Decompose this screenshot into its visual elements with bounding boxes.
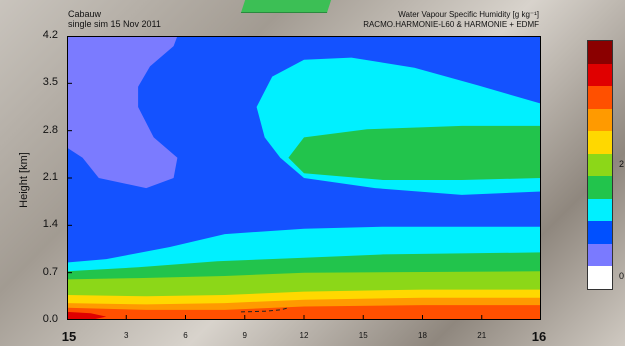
colorbar-tick-label: 2 [619,158,625,169]
y-tick-label: 3.5 [42,76,58,89]
y-tick-label: 0.7 [42,265,58,278]
humidity-contour-region-10 [67,311,107,320]
x-tick-label: 9 [242,331,247,340]
colorbar-swatch [588,198,612,221]
colorbar-swatch [588,131,612,154]
x-tick-label: 3 [124,331,129,340]
colorbar [587,40,613,290]
green-tab-decoration [240,0,332,13]
colorbar-swatch [588,63,612,86]
colorbar-swatch [588,108,612,131]
x-tick-label: 15 [61,329,77,344]
colorbar-swatch [588,86,612,109]
y-tick-label: 2.8 [42,123,58,136]
experiment-label: single sim 15 Nov 2011 [68,19,161,29]
colorbar-swatch [588,243,612,266]
y-tick-label: 1.4 [42,218,58,231]
site-name: Cabauw [68,9,102,19]
chart-title: Water Vapour Specific Humidity [g kg⁻¹] … [363,10,539,30]
colorbar-swatch [588,41,612,64]
chart-title-line2: RACMO.HARMONIE-L60 & HARMONIE + EDMF [363,20,539,29]
humidity-contour-region-1 [67,36,178,189]
site-label: Cabauw single sim 15 Nov 2011 [68,9,161,29]
colorbar-swatch [588,176,612,199]
x-tick-label: 6 [183,331,188,340]
chart-title-line1: Water Vapour Specific Humidity [g kg⁻¹] [398,10,539,19]
colorbar-swatch [588,153,612,176]
x-tick-label: 16 [531,329,547,344]
heatmap-plot [67,36,541,320]
x-tick-label: 18 [418,331,427,340]
y-tick-label: 4.2 [42,29,58,41]
dashed-contour-line [240,307,289,313]
humidity-contour-region-4 [288,125,541,180]
x-tick-label: 15 [358,331,368,340]
y-tick-label: 2.1 [42,171,58,183]
colorbar-tick-label: 0 [619,271,625,281]
colorbar-swatch [588,266,612,289]
colorbar-swatch [588,221,612,244]
y-tick-label: 0.0 [42,313,58,325]
x-tick-label: 21 [477,331,487,340]
x-tick-label: 12 [299,331,309,340]
